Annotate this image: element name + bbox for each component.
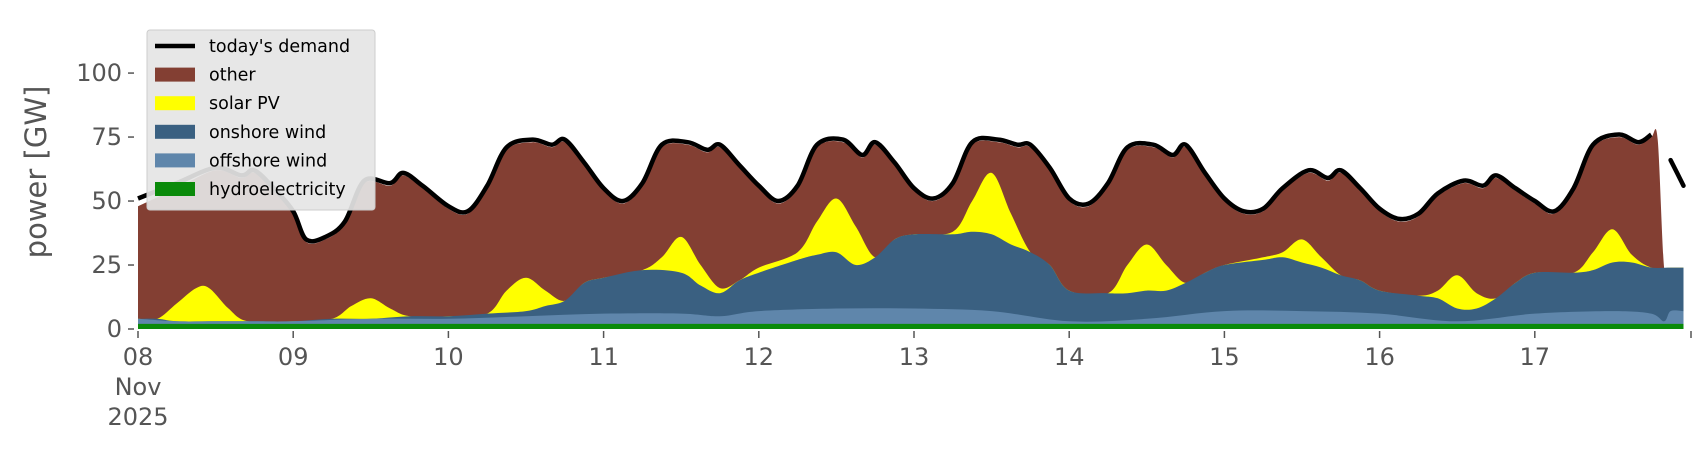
legend-swatch bbox=[155, 153, 195, 168]
legend-swatch bbox=[155, 96, 195, 111]
legend-label: onshore wind bbox=[209, 123, 326, 143]
demand-line bbox=[137, 132, 1653, 244]
x-tick-label: 08 bbox=[123, 343, 154, 371]
x-tick-label: 13 bbox=[899, 343, 930, 371]
x-tick-label: 10 bbox=[433, 343, 464, 371]
legend-label: offshore wind bbox=[209, 151, 327, 171]
legend: today's demand other solar PV onshore wind o… bbox=[146, 29, 376, 211]
area-offshore-wind bbox=[138, 308, 1684, 329]
x-tick-label-extra: Nov bbox=[115, 373, 162, 401]
y-tick-label: 0 bbox=[107, 315, 122, 343]
legend-box bbox=[146, 29, 376, 211]
area-onshore-wind bbox=[138, 231, 1684, 329]
x-tick-label: 14 bbox=[1054, 343, 1085, 371]
y-tick-label: 50 bbox=[91, 187, 122, 215]
x-tick-label: 16 bbox=[1364, 343, 1395, 371]
legend-label: today's demand bbox=[209, 37, 350, 57]
x-tick-label: 12 bbox=[744, 343, 775, 371]
y-tick-label: 100 bbox=[76, 59, 122, 87]
legend-swatch bbox=[155, 67, 195, 82]
y-tick-label: 75 bbox=[91, 123, 122, 151]
legend-swatch bbox=[155, 182, 195, 196]
y-tick-label: 25 bbox=[91, 251, 122, 279]
x-tick-label: 11 bbox=[588, 343, 619, 371]
legend-label: hydroelectricity bbox=[209, 180, 346, 200]
demand-line-tail bbox=[1668, 157, 1686, 188]
y-axis-label: power [GW] bbox=[19, 86, 53, 259]
legend-label: solar PV bbox=[209, 94, 280, 114]
area-hydroelectricity bbox=[138, 323, 1684, 329]
x-tick-label: 09 bbox=[278, 343, 309, 371]
demand-line-group bbox=[137, 132, 1686, 244]
x-tick-label: 15 bbox=[1209, 343, 1240, 371]
legend-label: other bbox=[209, 66, 256, 86]
x-tick-label-extra: 2025 bbox=[107, 403, 168, 431]
x-tick-label: 17 bbox=[1520, 343, 1551, 371]
legend-swatch bbox=[155, 124, 195, 139]
